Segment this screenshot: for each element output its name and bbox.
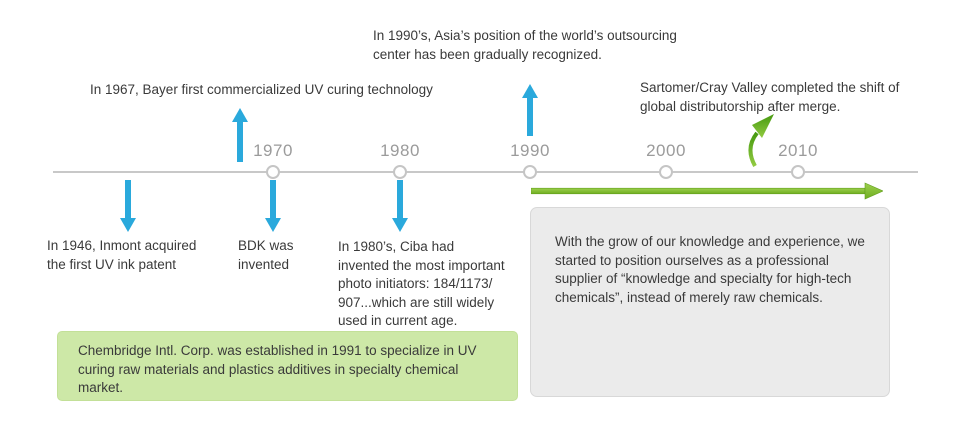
arrow-up-icon <box>232 108 248 162</box>
note-ciba-1980s: In 1980’s, Ciba had invented the most im… <box>338 239 505 328</box>
arrow-right-icon <box>531 182 883 200</box>
note-asia-1990s: In 1990’s, Asia’s position of the world’… <box>373 28 677 62</box>
timeline-dot-1980 <box>393 165 407 179</box>
chembridge-callout-box: Chembridge Intl. Corp. was established i… <box>57 331 518 401</box>
timeline-dot-1990 <box>523 165 537 179</box>
timeline-dot-1970 <box>266 165 280 179</box>
year-label-1970: 1970 <box>253 141 293 160</box>
note-bdk: BDK was invented <box>238 238 294 272</box>
timeline-axis <box>53 171 918 173</box>
arrow-down-icon <box>120 180 136 232</box>
year-label-2000: 2000 <box>646 141 686 160</box>
timeline-dot-2000 <box>659 165 673 179</box>
note-inmont-1946: In 1946, Inmont acquired the first UV in… <box>47 238 197 272</box>
note-sartomer-merge: Sartomer/Cray Valley completed the shift… <box>640 80 900 114</box>
arrow-down-icon <box>392 180 408 232</box>
year-label-1980: 1980 <box>380 141 420 160</box>
arrow-down-icon <box>265 180 281 232</box>
positioning-callout-box: With the grow of our knowledge and exper… <box>530 207 890 397</box>
arrow-up-icon <box>522 84 538 136</box>
curved-arrow-up-icon <box>748 114 774 167</box>
timeline-dot-2010 <box>791 165 805 179</box>
year-label-1990: 1990 <box>510 141 550 160</box>
note-bayer-1967: In 1967, Bayer first commercialized UV c… <box>90 82 433 97</box>
year-label-2010: 2010 <box>778 141 818 160</box>
